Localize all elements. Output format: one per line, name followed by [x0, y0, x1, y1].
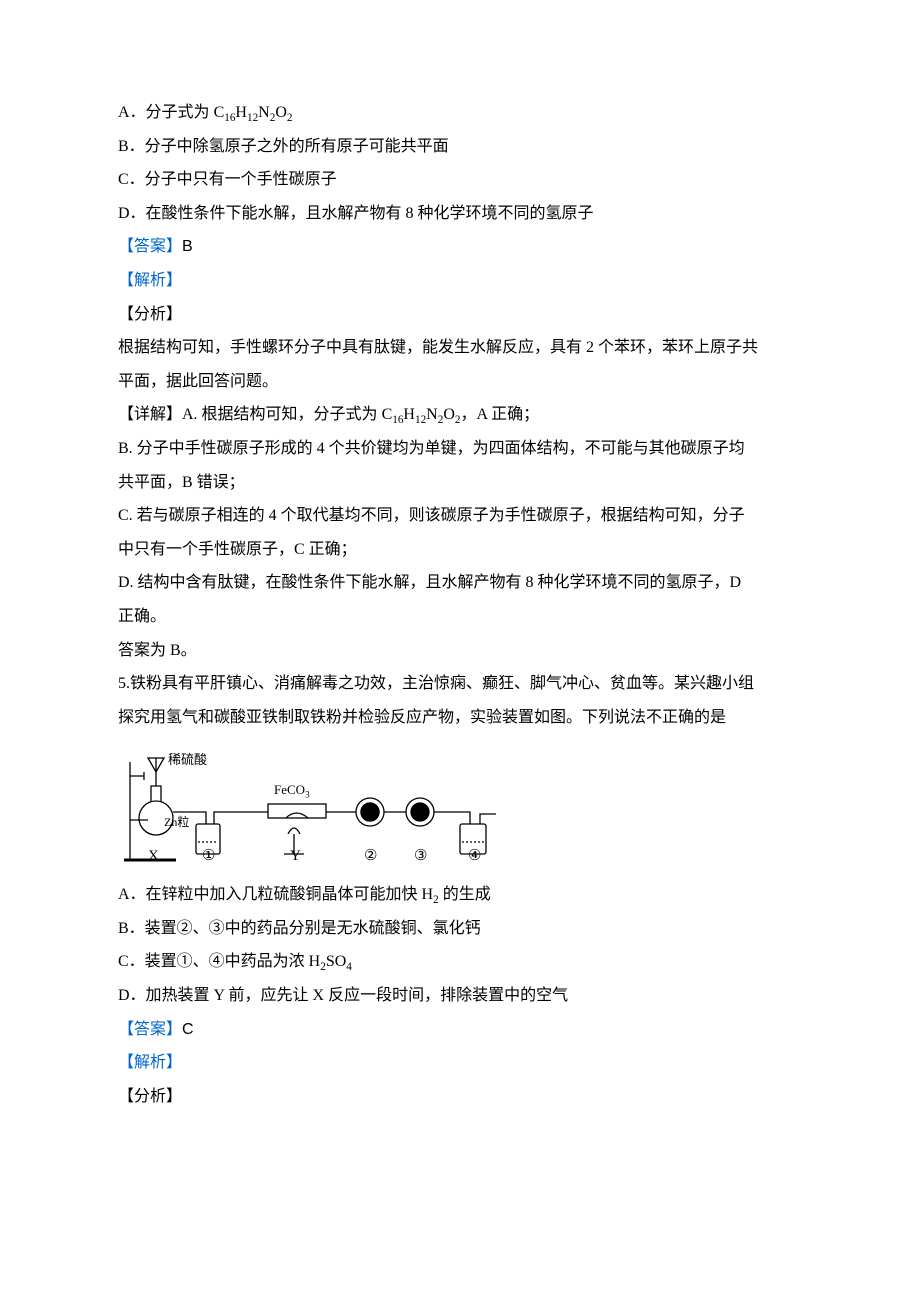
q5-analysis-label: 【分析】 [118, 1080, 802, 1114]
apparatus-diagram: 稀硫酸 FeCO3 Zn粒 X ① Y ② ③ ④ [118, 742, 548, 872]
q4-detail-c-l2: 中只有一个手性碳原子，C 正确； [118, 533, 802, 567]
answer-label: 【答案】 [118, 238, 182, 255]
q5-answer-line: 【答案】C [118, 1013, 802, 1047]
q4-option-d: D．在酸性条件下能水解，且水解产物有 8 种化学环境不同的氢原子 [118, 197, 802, 231]
label-circle2: ② [364, 841, 377, 873]
q4-option-c: C．分子中只有一个手性碳原子 [118, 163, 802, 197]
q4-analysis-l2: 平面，据此回答问题。 [118, 365, 802, 399]
q4-analysis-label: 【分析】 [118, 298, 802, 332]
q5-explain-label: 【解析】 [118, 1046, 802, 1080]
label-Y: Y [290, 841, 301, 873]
label-circle4: ④ [468, 841, 481, 873]
label-dilute-h2so4: 稀硫酸 [168, 746, 207, 773]
q4-option-a: A．分子式为 C16H12N2O2 [118, 96, 802, 130]
q4-answer-value: B [182, 238, 193, 255]
label-X: X [148, 841, 159, 873]
q4-final-answer: 答案为 B。 [118, 634, 802, 668]
q5-option-c: C．装置①、④中药品为浓 H2SO4 [118, 945, 802, 979]
q5-stem-l2: 探究用氢气和碳酸亚铁制取铁粉并检验反应产物，实验装置如图。下列说法不正确的是 [118, 701, 802, 735]
q4-option-b: B．分子中除氢原子之外的所有原子可能共平面 [118, 130, 802, 164]
label-circle1: ① [202, 841, 215, 873]
q5-stem-l1: 5.铁粉具有平肝镇心、消痛解毒之功效，主治惊痫、癫狂、脚气冲心、贫血等。某兴趣小… [118, 667, 802, 701]
document-page: A．分子式为 C16H12N2O2 B．分子中除氢原子之外的所有原子可能共平面 … [0, 0, 920, 1302]
q4-detail-d-l2: 正确。 [118, 600, 802, 634]
q4-analysis-l1: 根据结构可知，手性螺环分子中具有肽键，能发生水解反应，具有 2 个苯环，苯环上原… [118, 331, 802, 365]
label-circle3: ③ [414, 841, 427, 873]
q4-detail-b-l2: 共平面，B 错误； [118, 466, 802, 500]
q5-answer-value: C [182, 1021, 194, 1038]
q5-option-a: A．在锌粒中加入几粒硫酸铜晶体可能加快 H2 的生成 [118, 878, 802, 912]
q4-explain-label: 【解析】 [118, 264, 802, 298]
answer-label: 【答案】 [118, 1021, 182, 1038]
q5-option-d: D．加热装置 Y 前，应先让 X 反应一段时间，排除装置中的空气 [118, 979, 802, 1013]
q4-answer-line: 【答案】B [118, 230, 802, 264]
q4-optA-formula: C16H12N2O2 [214, 104, 293, 121]
q4-detail-b-l1: B. 分子中手性碳原子形成的 4 个共价键均为单键，为四面体结构，不可能与其他碳… [118, 432, 802, 466]
q4-detail-a: 【详解】A. 根据结构可知，分子式为 C16H12N2O2，A 正确； [118, 398, 802, 432]
q4-optA-prefix: A．分子式为 [118, 104, 214, 121]
q4-detail-d-l1: D. 结构中含有肽键，在酸性条件下能水解，且水解产物有 8 种化学环境不同的氢原… [118, 566, 802, 600]
q5-option-b: B．装置②、③中的药品分别是无水硫酸铜、氯化钙 [118, 912, 802, 946]
q4-detail-c-l1: C. 若与碳原子相连的 4 个取代基均不同，则该碳原子为手性碳原子，根据结构可知… [118, 499, 802, 533]
q4-detailA-formula: C16H12N2O2 [382, 406, 461, 423]
label-zn: Zn粒 [164, 810, 189, 835]
label-feco3: FeCO3 [274, 776, 310, 803]
